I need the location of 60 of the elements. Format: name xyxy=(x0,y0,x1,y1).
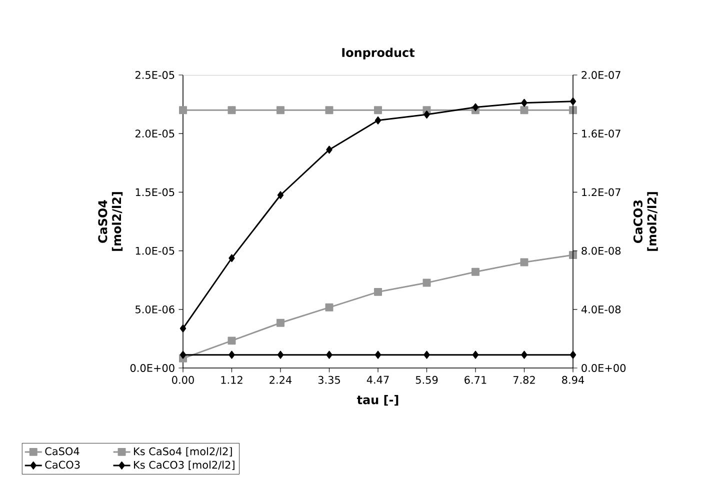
point xyxy=(228,350,235,359)
point xyxy=(570,97,576,106)
point xyxy=(424,110,430,119)
x-tick-label: 7.82 xyxy=(513,376,535,384)
x-tick-label: 4.47 xyxy=(366,376,389,384)
y-tick-label: 5.0E-06 xyxy=(136,305,174,314)
point xyxy=(472,350,479,359)
point xyxy=(570,350,576,359)
x-tick-label: 2.24 xyxy=(270,376,292,384)
point xyxy=(325,106,334,114)
y2-tick-label: 1.6E-07 xyxy=(582,130,620,138)
point xyxy=(520,106,528,114)
point xyxy=(521,98,528,107)
x-tick-label: 6.71 xyxy=(464,376,486,384)
point xyxy=(277,191,284,200)
x-tick-label: 1.12 xyxy=(221,376,242,384)
y2-tick-label: 2.0E-07 xyxy=(582,71,620,79)
point xyxy=(276,106,284,114)
point xyxy=(277,350,284,359)
point xyxy=(228,336,236,345)
y2-tick-label: 8.0E-08 xyxy=(582,246,621,255)
point xyxy=(228,254,235,262)
point xyxy=(520,258,528,266)
chart-title: Ionproduct xyxy=(342,48,415,60)
point xyxy=(228,106,236,114)
y-tick-label: 0.0E+00 xyxy=(130,364,174,372)
x-tick-label: 5.59 xyxy=(416,376,438,384)
y2-axis-title: CaCO3 [mol2/l2] xyxy=(633,192,658,251)
point xyxy=(374,106,382,114)
point xyxy=(326,146,332,154)
y2-tick-label: 0.0E+00 xyxy=(582,364,626,372)
point xyxy=(374,288,382,296)
point xyxy=(374,116,382,124)
point xyxy=(180,324,186,332)
y-axis-title: CaSO4 [mol2/l2] xyxy=(98,192,123,251)
point xyxy=(326,350,332,359)
legend-label: CaSO4 xyxy=(45,447,80,456)
y-tick-label: 2.5E-05 xyxy=(136,71,174,79)
point xyxy=(472,103,479,112)
y2-tick-label: 4.0E-08 xyxy=(581,305,621,314)
legend-label: Ks CaSo4 [mol2/l2] xyxy=(134,447,232,457)
point xyxy=(325,303,334,312)
legend-label: CaCO3 xyxy=(45,460,80,469)
y-tick-label: 1.0E-05 xyxy=(136,246,174,255)
legend-label: Ks CaCO3 [mol2/l2] xyxy=(134,460,234,470)
point xyxy=(276,318,284,327)
y-tick-label: 2.0E-05 xyxy=(136,130,174,138)
point xyxy=(179,106,187,114)
point xyxy=(422,278,431,287)
x-tick-label: 8.94 xyxy=(562,376,584,384)
x-axis-title: tau [-] xyxy=(356,395,398,406)
point xyxy=(180,350,186,359)
x-tick-label: 3.35 xyxy=(318,376,340,384)
point xyxy=(472,268,480,276)
y-tick-label: 1.5E-05 xyxy=(136,188,174,196)
x-tick-label: 0.00 xyxy=(172,376,194,384)
point xyxy=(374,350,382,359)
point xyxy=(521,350,528,359)
point xyxy=(424,350,430,359)
y2-tick-label: 1.2E-07 xyxy=(582,188,620,196)
